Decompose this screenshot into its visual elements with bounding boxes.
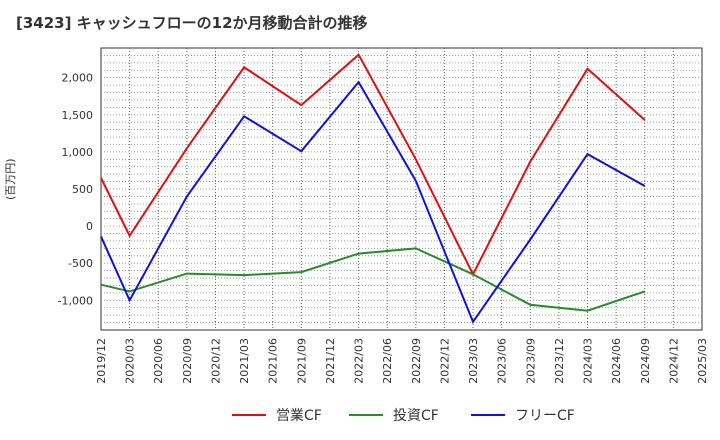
x-tick-label: 2020/06 (152, 338, 165, 384)
x-tick-label: 2024/03 (582, 338, 595, 384)
y-tick-label: 1,000 (62, 146, 94, 159)
legend-item-investing-cf: 投資CF (349, 402, 439, 428)
x-tick-label: 2025/03 (696, 338, 709, 384)
x-tick-label: 2022/06 (381, 338, 394, 384)
series-line-1 (100, 247, 646, 312)
y-tick-label: 500 (72, 183, 93, 196)
legend: 営業CF 投資CF フリーCF (0, 402, 720, 428)
x-tick-label: 2020/12 (209, 338, 222, 384)
y-tick-label: -500 (68, 257, 93, 270)
x-tick-label: 2021/03 (238, 338, 251, 384)
x-tick-label: 2024/09 (639, 338, 652, 384)
x-tick-label: 2022/12 (438, 338, 451, 384)
x-tick-label: 2021/12 (324, 338, 337, 384)
legend-swatch-operating-cf (232, 414, 266, 416)
y-tick-label: 1,500 (62, 109, 94, 122)
x-tick-label: 2023/03 (467, 338, 480, 384)
x-tick-label: 2020/09 (181, 338, 194, 384)
legend-item-free-cf: フリーCF (471, 402, 575, 428)
x-tick-label: 2023/12 (553, 338, 566, 384)
x-tick-label: 2024/12 (667, 338, 680, 384)
x-tick-label: 2020/03 (124, 338, 137, 384)
x-tick-label: 2019/12 (95, 338, 108, 384)
legend-label-investing-cf: 投資CF (393, 408, 439, 424)
legend-label-operating-cf: 営業CF (276, 408, 322, 424)
x-tick-label: 2024/06 (610, 338, 623, 384)
x-tick-label: 2021/06 (267, 338, 280, 384)
line-chart: 2,000 1,500 1,000 500 0 -500 -1,000 2019/12 2020… (58, 47, 709, 384)
legend-swatch-investing-cf (349, 414, 383, 416)
legend-swatch-free-cf (471, 414, 505, 416)
x-tick-label: 2023/06 (496, 338, 509, 384)
x-tick-label: 2022/03 (353, 338, 366, 384)
y-tick-label: -1,000 (58, 294, 93, 307)
y-tick-label: 0 (86, 220, 93, 233)
legend-item-operating-cf: 営業CF (232, 402, 322, 428)
y-tick-label: 2,000 (62, 72, 94, 85)
x-tick-label: 2022/09 (410, 338, 423, 384)
legend-label-free-cf: フリーCF (515, 408, 575, 424)
x-tick-label: 2021/09 (295, 338, 308, 384)
chart-title: [3423] キャッシュフローの12か月移動合計の推移 (16, 14, 368, 32)
series-line-2 (100, 80, 646, 324)
x-tick-label: 2023/09 (524, 338, 537, 384)
series-line-0 (100, 53, 646, 277)
